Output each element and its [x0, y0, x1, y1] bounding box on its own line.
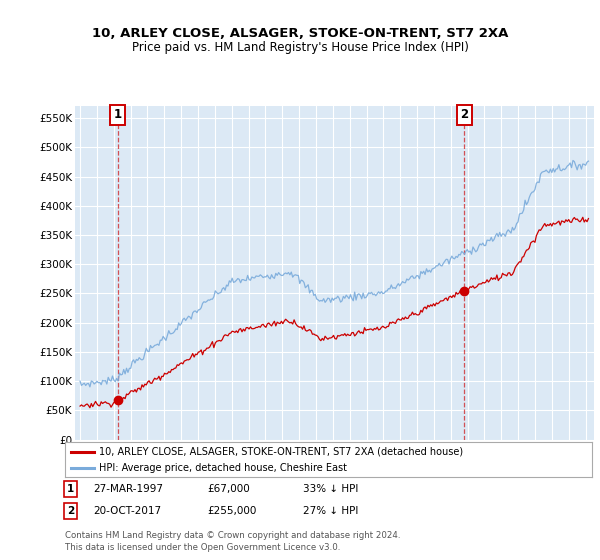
Text: 10, ARLEY CLOSE, ALSAGER, STOKE-ON-TRENT, ST7 2XA: 10, ARLEY CLOSE, ALSAGER, STOKE-ON-TRENT…	[92, 27, 508, 40]
Text: 1: 1	[67, 484, 74, 494]
Text: 2: 2	[67, 506, 74, 516]
Text: 27-MAR-1997: 27-MAR-1997	[93, 484, 163, 494]
Text: 27% ↓ HPI: 27% ↓ HPI	[303, 506, 358, 516]
Text: 33% ↓ HPI: 33% ↓ HPI	[303, 484, 358, 494]
Text: £255,000: £255,000	[207, 506, 256, 516]
Text: Contains HM Land Registry data © Crown copyright and database right 2024.
This d: Contains HM Land Registry data © Crown c…	[65, 531, 400, 552]
Text: £67,000: £67,000	[207, 484, 250, 494]
Text: Price paid vs. HM Land Registry's House Price Index (HPI): Price paid vs. HM Land Registry's House …	[131, 40, 469, 54]
Text: 2: 2	[460, 108, 469, 121]
Text: 10, ARLEY CLOSE, ALSAGER, STOKE-ON-TRENT, ST7 2XA (detached house): 10, ARLEY CLOSE, ALSAGER, STOKE-ON-TRENT…	[99, 447, 463, 457]
Text: 20-OCT-2017: 20-OCT-2017	[93, 506, 161, 516]
Text: 1: 1	[113, 108, 122, 121]
Text: HPI: Average price, detached house, Cheshire East: HPI: Average price, detached house, Ches…	[99, 463, 347, 473]
